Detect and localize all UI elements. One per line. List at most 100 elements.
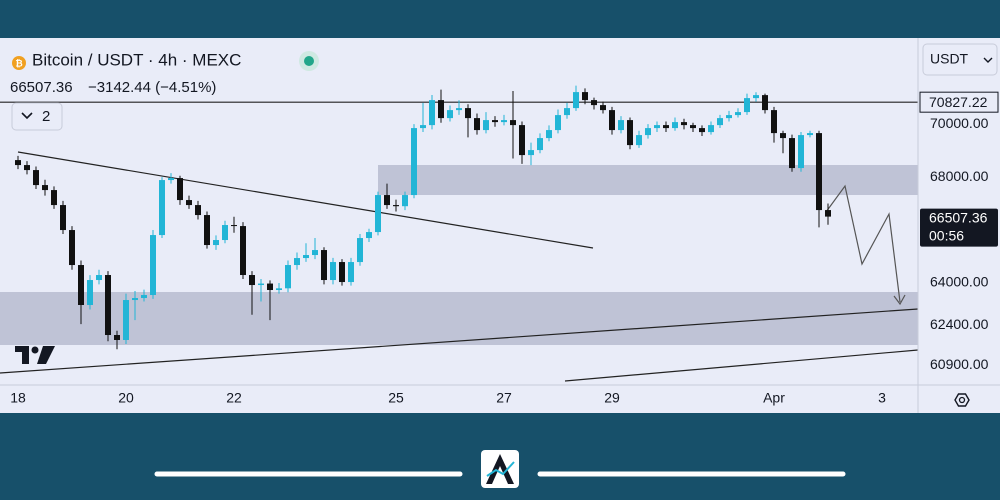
coin-icon — [12, 56, 26, 70]
candle-body — [78, 265, 84, 306]
candle-body — [15, 160, 21, 166]
candle-body — [447, 110, 453, 119]
brand-logo-mark — [486, 454, 514, 484]
price-change: −3142.44 (−4.51%) — [88, 79, 216, 96]
candle-body — [267, 283, 273, 291]
candle-body — [294, 258, 300, 266]
candle-body — [159, 180, 165, 236]
x-tick-label: 3 — [878, 390, 886, 406]
candle-body — [186, 200, 192, 206]
candle-body — [195, 205, 201, 216]
logo-part — [37, 346, 55, 364]
candle-body — [762, 95, 768, 111]
x-tick-label: 18 — [10, 390, 26, 406]
logo-part — [31, 346, 39, 354]
candle-body — [465, 108, 471, 119]
candle-body — [645, 128, 651, 136]
candle-body — [105, 275, 111, 336]
candle-body — [438, 100, 444, 119]
settings-icon[interactable] — [954, 393, 970, 407]
candle-body — [141, 295, 147, 299]
top-bar — [0, 0, 1000, 38]
candle-body — [303, 255, 309, 259]
candle-body — [42, 185, 48, 191]
projection-path — [825, 184, 901, 303]
candle-body — [717, 118, 723, 126]
candle-body — [816, 133, 822, 211]
candle-body — [222, 225, 228, 241]
supply-zone — [378, 165, 918, 195]
candle-body — [744, 98, 750, 113]
tv-logo — [15, 346, 55, 364]
candle-body — [591, 100, 597, 106]
last-price-label: 66507.36 — [929, 209, 988, 225]
demand-zone — [0, 292, 918, 345]
candle-body — [96, 275, 102, 281]
candle-body — [177, 178, 183, 201]
candle-body — [375, 195, 381, 233]
y-tick-label: 68000.00 — [930, 168, 989, 184]
candle-body — [735, 112, 741, 116]
candle-body — [249, 275, 255, 286]
candle-body — [384, 195, 390, 206]
settings-icon-center — [958, 396, 966, 404]
candle-body — [114, 335, 120, 340]
candle-body — [690, 125, 696, 129]
candle-body — [24, 165, 30, 171]
candle-body — [546, 130, 552, 139]
x-tick-label: 20 — [118, 390, 134, 406]
candle-body — [456, 108, 462, 111]
candle-body — [573, 92, 579, 109]
candle-body — [420, 125, 426, 129]
candle-body — [402, 195, 408, 207]
candle-body — [123, 300, 129, 340]
trend-line — [564, 349, 919, 382]
candle-body — [501, 120, 507, 123]
candle-body — [339, 262, 345, 283]
candle-body — [726, 115, 732, 119]
candle-body — [663, 125, 669, 129]
candle-body — [492, 120, 498, 123]
currency-selector[interactable] — [922, 43, 998, 76]
candle-body — [60, 205, 66, 231]
candle-body — [564, 108, 570, 116]
candle-body — [537, 138, 543, 151]
candle-body — [753, 95, 759, 99]
candle-body — [672, 122, 678, 129]
candle-body — [618, 120, 624, 131]
projection-arrow — [893, 294, 906, 306]
y-tick-label: 64000.00 — [930, 274, 989, 290]
candle-body — [528, 150, 534, 156]
chart-title: Bitcoin / USDT · 4h · MEXC — [32, 50, 241, 69]
last-price: 66507.36 — [10, 79, 73, 96]
candle-body — [87, 280, 93, 306]
candle-body — [510, 120, 516, 126]
candle-body — [600, 105, 606, 111]
x-tick-label: 29 — [604, 390, 620, 406]
candle-body — [483, 120, 489, 131]
coin-icon-glyph: ₿ — [15, 58, 22, 68]
x-tick-label: 22 — [226, 390, 242, 406]
resistance-label: 70827.22 — [929, 94, 988, 110]
candle-body — [321, 250, 327, 281]
indicator-toggle[interactable] — [11, 102, 63, 131]
candle-body — [699, 128, 705, 133]
candle-body — [627, 120, 633, 146]
countdown-label: 00:56 — [929, 227, 964, 243]
candle-body — [132, 298, 138, 301]
candle-body — [411, 128, 417, 196]
candle-body — [519, 125, 525, 156]
candle-body — [609, 110, 615, 131]
chevron — [21, 112, 33, 120]
candle-body — [240, 226, 246, 276]
indicator-count: 2 — [42, 108, 50, 125]
candle-body — [258, 283, 264, 286]
status-dot — [304, 56, 314, 66]
candle-body — [780, 133, 786, 139]
chart-background — [0, 38, 1000, 413]
trend-line — [17, 151, 594, 249]
y-tick-label: 62400.00 — [930, 316, 989, 332]
candle-body — [393, 205, 399, 207]
